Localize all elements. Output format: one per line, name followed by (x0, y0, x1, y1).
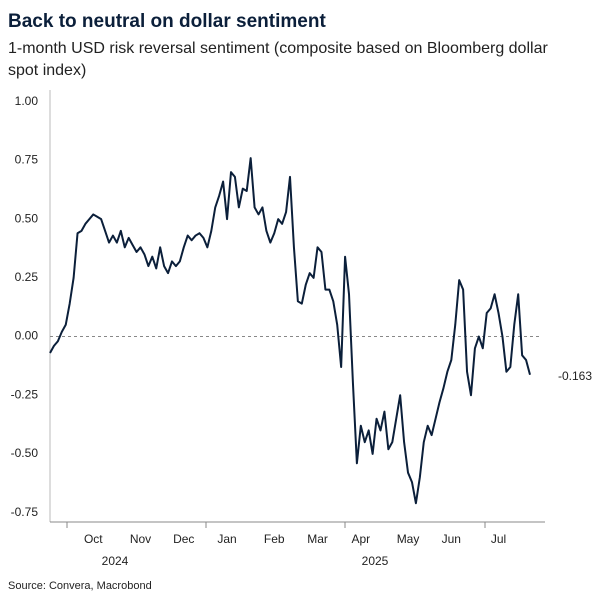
x-tick-label: Nov (130, 532, 151, 546)
last-value-label: -0.163 (558, 369, 592, 383)
y-tick-label: -0.75 (11, 505, 39, 519)
y-tick-label: -0.50 (11, 446, 39, 460)
year-label: 2025 (362, 554, 389, 568)
x-tick-label: Jan (217, 532, 236, 546)
chart-title: Back to neutral on dollar sentiment (8, 11, 326, 32)
x-tick-label: Feb (264, 532, 285, 546)
year-label: 2024 (102, 554, 129, 568)
x-tick-label: Apr (351, 532, 370, 546)
x-tick-label: Jul (491, 532, 506, 546)
chart-subtitle: spot index) (8, 62, 86, 79)
x-tick-label: Dec (173, 532, 194, 546)
x-tick-label: Oct (84, 532, 103, 546)
y-tick-label: 0.00 (15, 329, 39, 343)
x-tick-label: Mar (307, 532, 328, 546)
x-tick-label: May (397, 532, 420, 546)
y-tick-label: 0.25 (15, 270, 39, 284)
chart-subtitle: 1-month USD risk reversal sentiment (com… (8, 40, 548, 57)
x-tick-label: Jun (442, 532, 461, 546)
y-tick-label: 0.50 (15, 211, 39, 225)
source-note: Source: Convera, Macrobond (8, 580, 152, 592)
y-tick-label: 0.75 (15, 153, 39, 167)
data-line (49, 157, 531, 505)
y-tick-label: 1.00 (15, 94, 39, 108)
y-tick-label: -0.25 (11, 387, 39, 401)
